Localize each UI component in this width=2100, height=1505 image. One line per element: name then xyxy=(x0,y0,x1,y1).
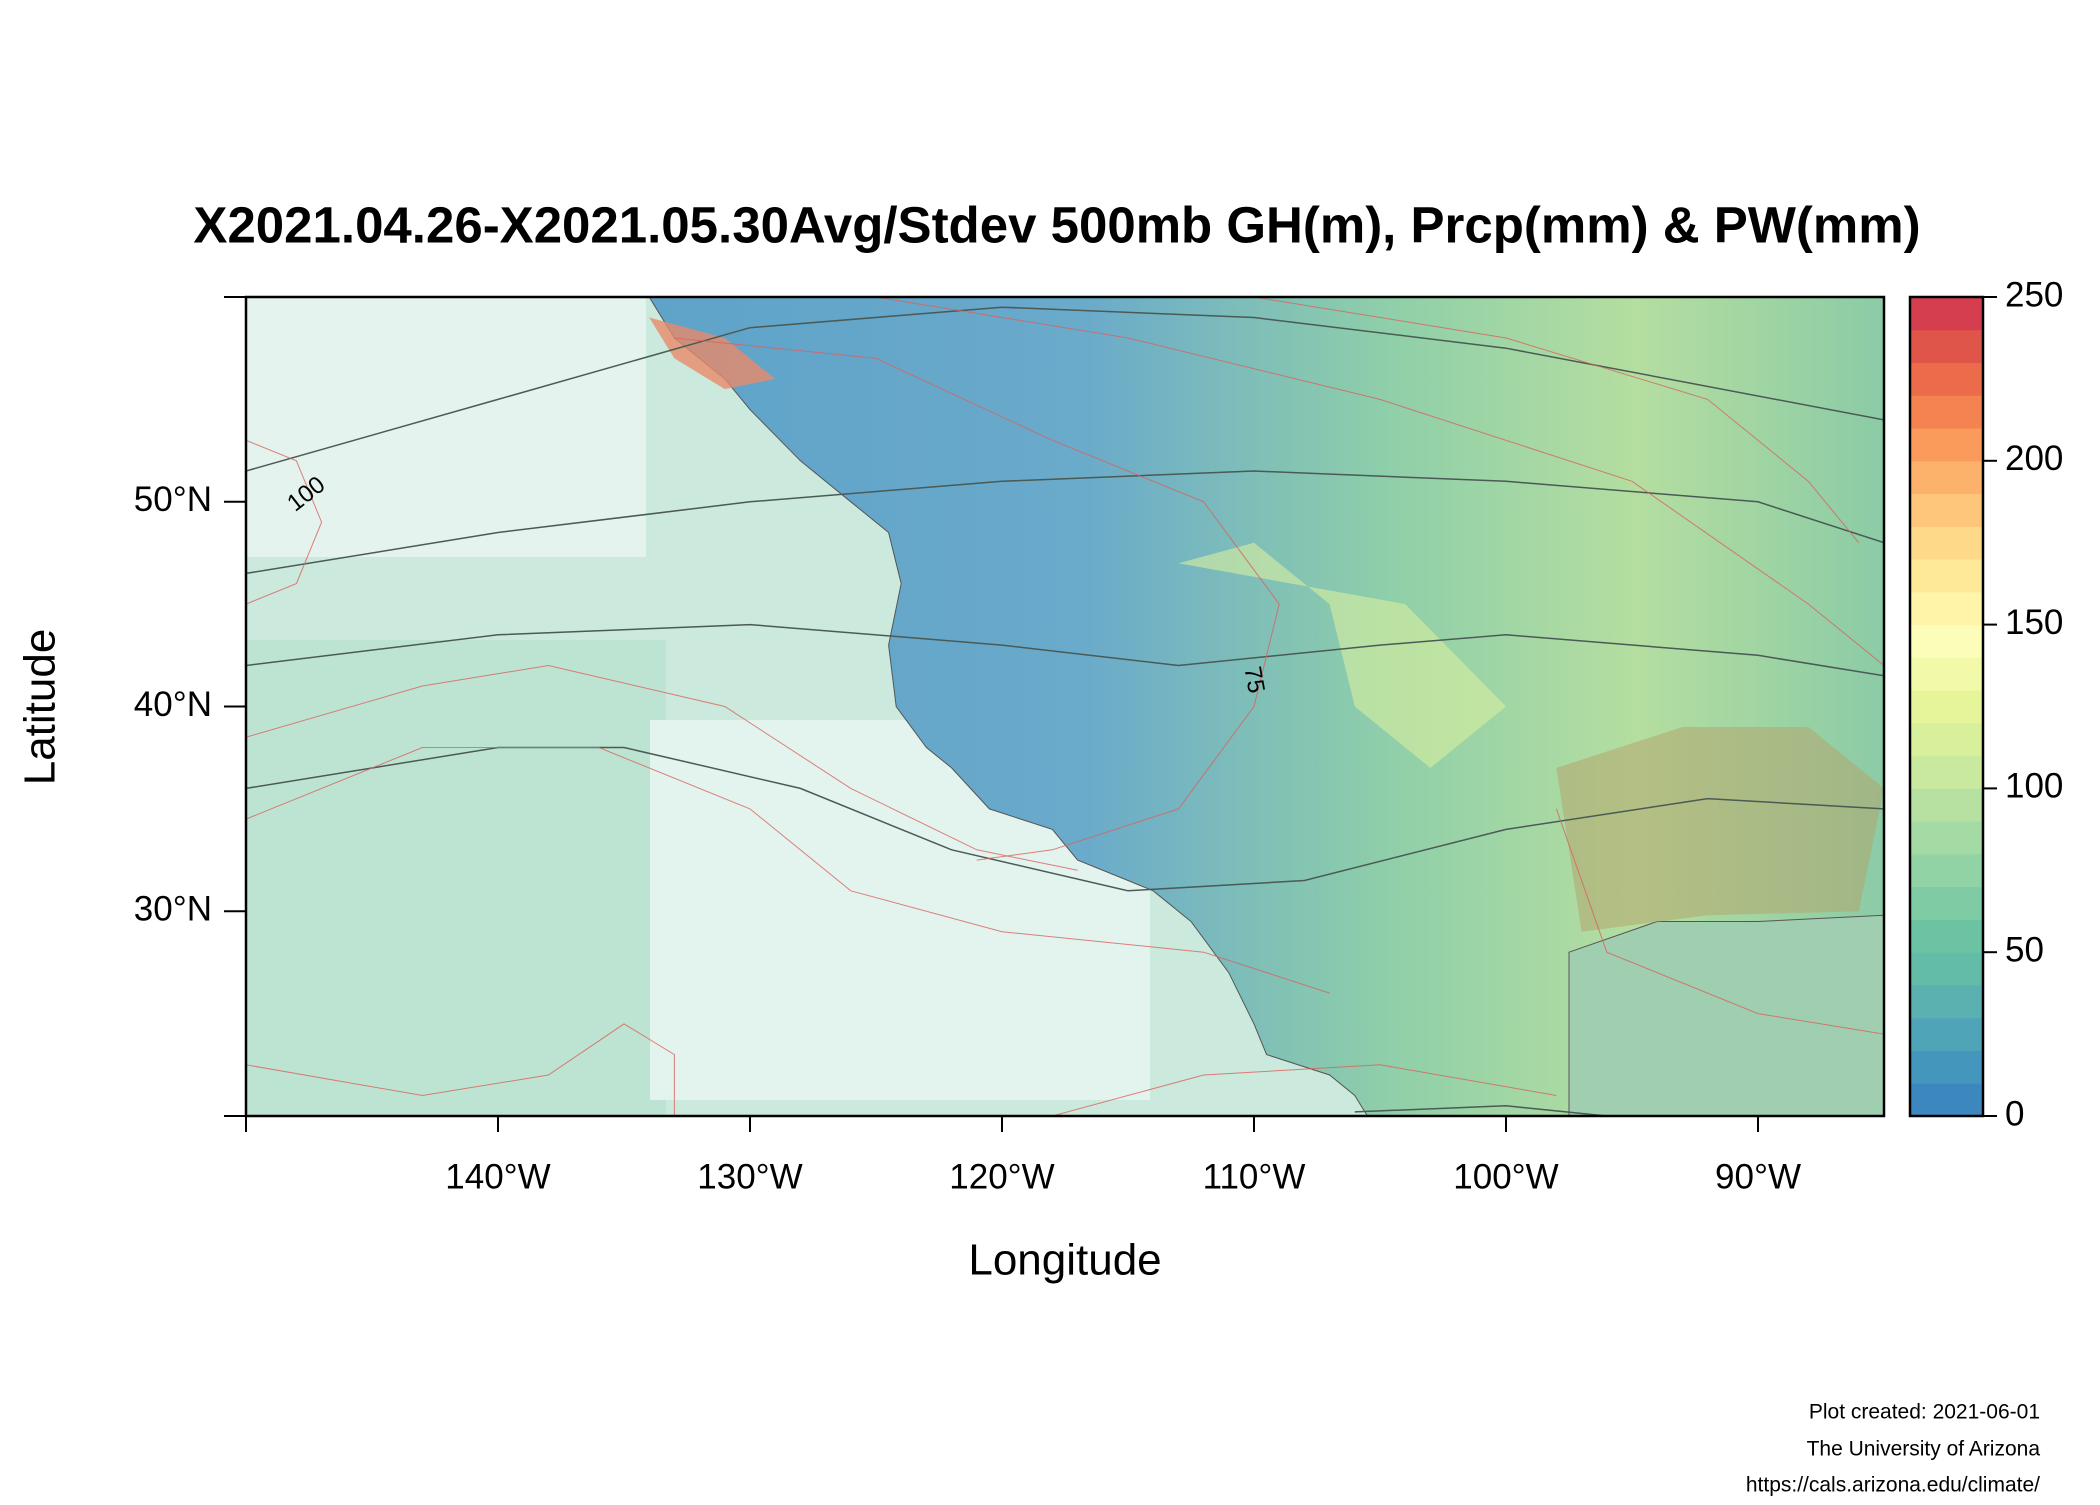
pw-contour xyxy=(1555,808,1884,1035)
gh-contour xyxy=(246,306,1884,472)
colorbar-bin xyxy=(1910,853,1983,888)
colorbar-bin xyxy=(1910,788,1983,822)
colorbar-bin xyxy=(1910,886,1983,920)
x-tick-label: 140°W xyxy=(445,1157,550,1196)
colorbar-tick-label: 0 xyxy=(2005,1094,2024,1133)
y-tick-label: 30°N xyxy=(134,890,212,929)
colorbar-bin xyxy=(1910,493,1983,527)
colorbar-bin xyxy=(1910,591,1983,626)
colorbar-bin xyxy=(1910,1050,1983,1084)
x-tick-label: 130°W xyxy=(697,1157,802,1196)
pw-contour xyxy=(246,439,323,605)
ocean-shade xyxy=(246,297,646,557)
colorbar-bin xyxy=(1910,428,1983,462)
pw-contour xyxy=(1253,297,1860,544)
colorbar-bin xyxy=(1910,984,1983,1019)
colorbar-frame xyxy=(1908,295,1985,1118)
pw-contour xyxy=(246,747,1330,994)
gulf xyxy=(1568,914,1884,1116)
colorbar-tick-label: 50 xyxy=(2005,930,2044,969)
land xyxy=(648,297,1884,1116)
credit: The University of Arizona xyxy=(1807,1438,2041,1461)
colorbar-bin xyxy=(1910,362,1983,396)
colorbar-bin xyxy=(1910,657,1983,691)
contour-label: 75 xyxy=(1239,664,1270,695)
colorbar-bin xyxy=(1910,395,1983,429)
credit: https://cals.arizona.edu/climate/ xyxy=(1746,1474,2040,1497)
pw-contour xyxy=(674,337,1280,861)
y-tick-label: 40°N xyxy=(134,685,212,724)
colorbar-bin xyxy=(1910,526,1983,560)
colorbar-tick-label: 150 xyxy=(2005,603,2063,642)
colorbar-bin xyxy=(1910,821,1983,855)
pw-contour xyxy=(1052,1064,1557,1116)
colorbar-bin xyxy=(1910,624,1983,658)
credit: Plot created: 2021-06-01 xyxy=(1809,1401,2040,1424)
colorbar-bin xyxy=(1910,297,1983,331)
colorbar-bin xyxy=(1910,919,1983,953)
colorbar-tick-label: 250 xyxy=(2005,275,2063,314)
pw-contour xyxy=(246,664,1078,871)
wet-area xyxy=(1556,727,1884,932)
y-tick-label: 50°N xyxy=(134,480,212,519)
gh-contour xyxy=(246,623,1884,677)
colorbar-bin xyxy=(1910,722,1983,757)
wet-area xyxy=(649,317,776,390)
x-axis-label: Longitude xyxy=(968,1236,1161,1285)
gh-contour xyxy=(1354,1105,1607,1116)
pw-contour xyxy=(246,1023,675,1116)
gh-contour xyxy=(246,470,1884,575)
y-axis-label: Latitude xyxy=(16,629,65,786)
colorbar-tick-label: 100 xyxy=(2005,767,2063,806)
pw-contour xyxy=(875,297,1884,666)
ocean-shade xyxy=(246,640,666,1116)
x-tick-label: 100°W xyxy=(1453,1157,1558,1196)
dry-area xyxy=(1178,542,1506,768)
x-tick-label: 110°W xyxy=(1203,1157,1306,1196)
colorbar-bin xyxy=(1910,1017,1983,1051)
colorbar-bin xyxy=(1910,690,1983,724)
colorbar-bin xyxy=(1910,952,1983,986)
x-tick-label: 120°W xyxy=(949,1157,1054,1196)
colorbar-bin xyxy=(1910,460,1983,495)
colorbar-bin xyxy=(1910,329,1983,364)
colorbar-bin xyxy=(1910,1083,1983,1117)
colorbar-tick-label: 200 xyxy=(2005,439,2063,478)
chart-title: X2021.04.26-X2021.05.30Avg/Stdev 500mb G… xyxy=(193,196,1920,253)
colorbar-bin xyxy=(1910,559,1983,593)
x-tick-label: 90°W xyxy=(1715,1157,1801,1196)
colorbar-bin xyxy=(1910,755,1983,789)
